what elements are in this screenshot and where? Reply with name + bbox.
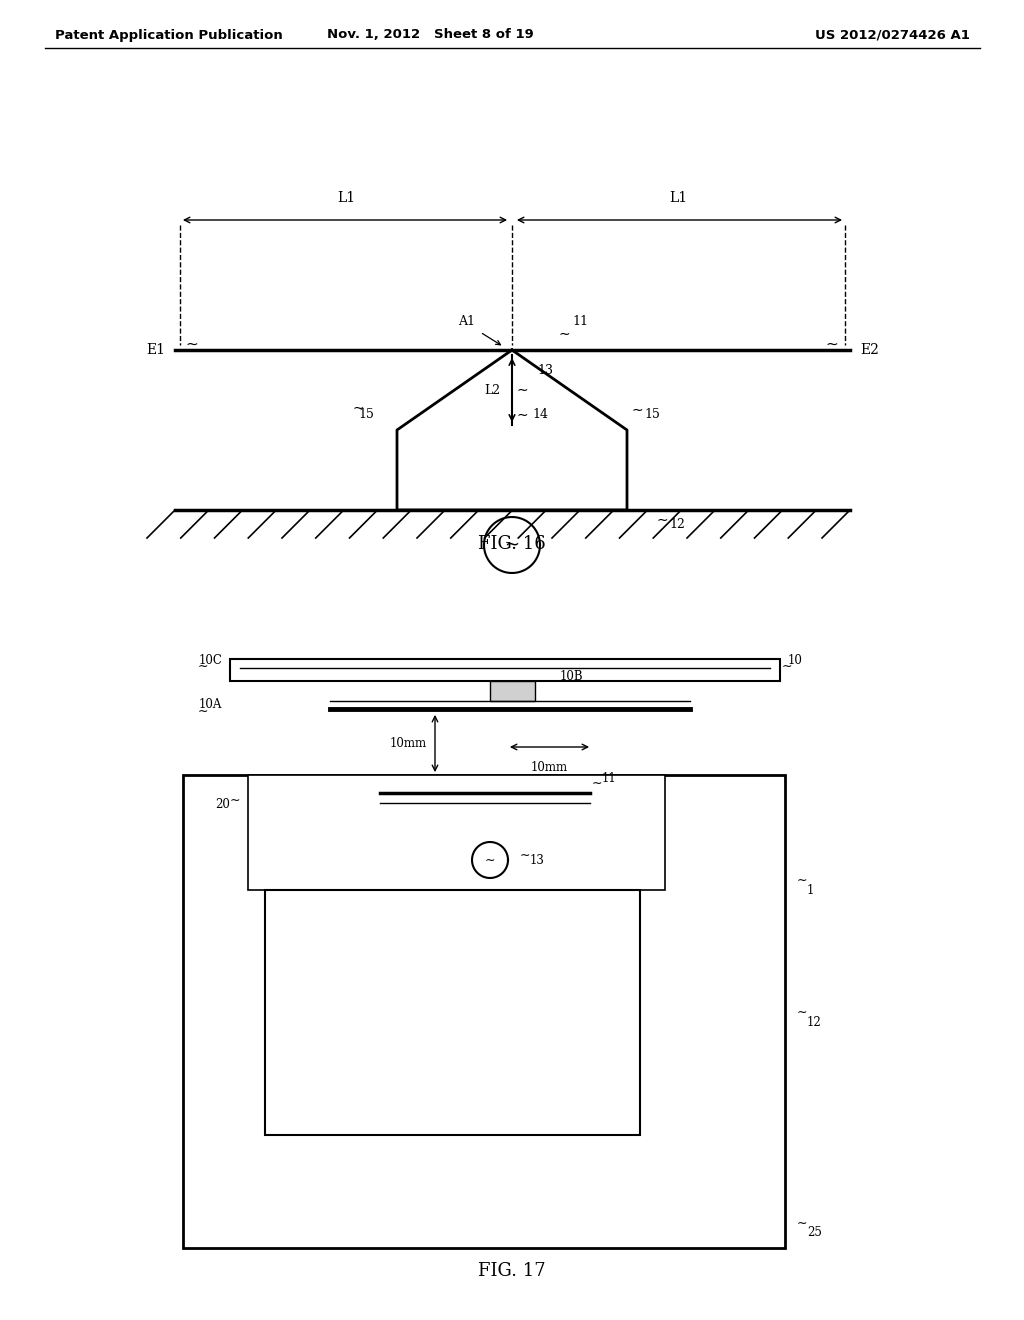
Text: Nov. 1, 2012   Sheet 8 of 19: Nov. 1, 2012 Sheet 8 of 19 bbox=[327, 29, 534, 41]
Text: 12: 12 bbox=[807, 1016, 821, 1030]
Text: L1: L1 bbox=[337, 191, 355, 205]
Text: 10B: 10B bbox=[559, 669, 583, 682]
Text: ∼: ∼ bbox=[520, 849, 530, 862]
Text: ∼: ∼ bbox=[657, 513, 669, 527]
Text: US 2012/0274426 A1: US 2012/0274426 A1 bbox=[815, 29, 970, 41]
Text: 13: 13 bbox=[530, 854, 545, 866]
Text: ∼: ∼ bbox=[782, 660, 793, 672]
Text: ∼: ∼ bbox=[825, 337, 839, 351]
Bar bbox=[230, 659, 780, 681]
Text: 1: 1 bbox=[807, 883, 814, 896]
Text: 10mm: 10mm bbox=[390, 737, 427, 750]
Text: 25: 25 bbox=[807, 1226, 822, 1239]
Text: 14: 14 bbox=[532, 408, 548, 421]
Text: A1: A1 bbox=[459, 315, 475, 327]
Text: ∼: ∼ bbox=[558, 327, 569, 341]
Text: FIG. 17: FIG. 17 bbox=[478, 1262, 546, 1280]
Bar bbox=[248, 775, 665, 890]
Bar bbox=[183, 775, 785, 1247]
Text: 10A: 10A bbox=[199, 698, 222, 711]
Text: ∼: ∼ bbox=[517, 408, 528, 422]
Text: 15: 15 bbox=[644, 408, 659, 421]
Text: ∼: ∼ bbox=[797, 874, 808, 887]
Text: 15: 15 bbox=[358, 408, 374, 421]
Text: ∼: ∼ bbox=[198, 660, 208, 672]
Text: ∼: ∼ bbox=[185, 337, 199, 351]
Text: ∼: ∼ bbox=[198, 705, 208, 718]
Text: ∼: ∼ bbox=[484, 854, 496, 866]
Text: 20: 20 bbox=[215, 799, 230, 812]
Text: E2: E2 bbox=[860, 343, 879, 356]
Text: 13: 13 bbox=[537, 363, 553, 376]
Text: 10mm: 10mm bbox=[530, 762, 568, 774]
Text: L1: L1 bbox=[670, 191, 687, 205]
Bar bbox=[489, 681, 535, 701]
Text: ∼: ∼ bbox=[632, 403, 644, 417]
Text: ∼: ∼ bbox=[505, 536, 519, 554]
Text: ∼: ∼ bbox=[229, 793, 240, 807]
Text: E1: E1 bbox=[146, 343, 165, 356]
Text: 10C: 10C bbox=[198, 653, 222, 667]
Text: ∼: ∼ bbox=[352, 401, 364, 414]
Text: 12: 12 bbox=[669, 519, 685, 532]
Text: ∼: ∼ bbox=[517, 383, 528, 397]
Text: 10: 10 bbox=[788, 653, 803, 667]
Text: ∼: ∼ bbox=[797, 1217, 808, 1229]
Text: ∼: ∼ bbox=[592, 776, 602, 789]
Text: Patent Application Publication: Patent Application Publication bbox=[55, 29, 283, 41]
Text: FIG. 16: FIG. 16 bbox=[478, 535, 546, 553]
Text: 11: 11 bbox=[572, 315, 588, 327]
Text: ∼: ∼ bbox=[797, 1006, 808, 1019]
Bar bbox=[265, 890, 640, 1135]
Text: L2: L2 bbox=[484, 384, 500, 396]
Text: 11: 11 bbox=[602, 771, 616, 784]
